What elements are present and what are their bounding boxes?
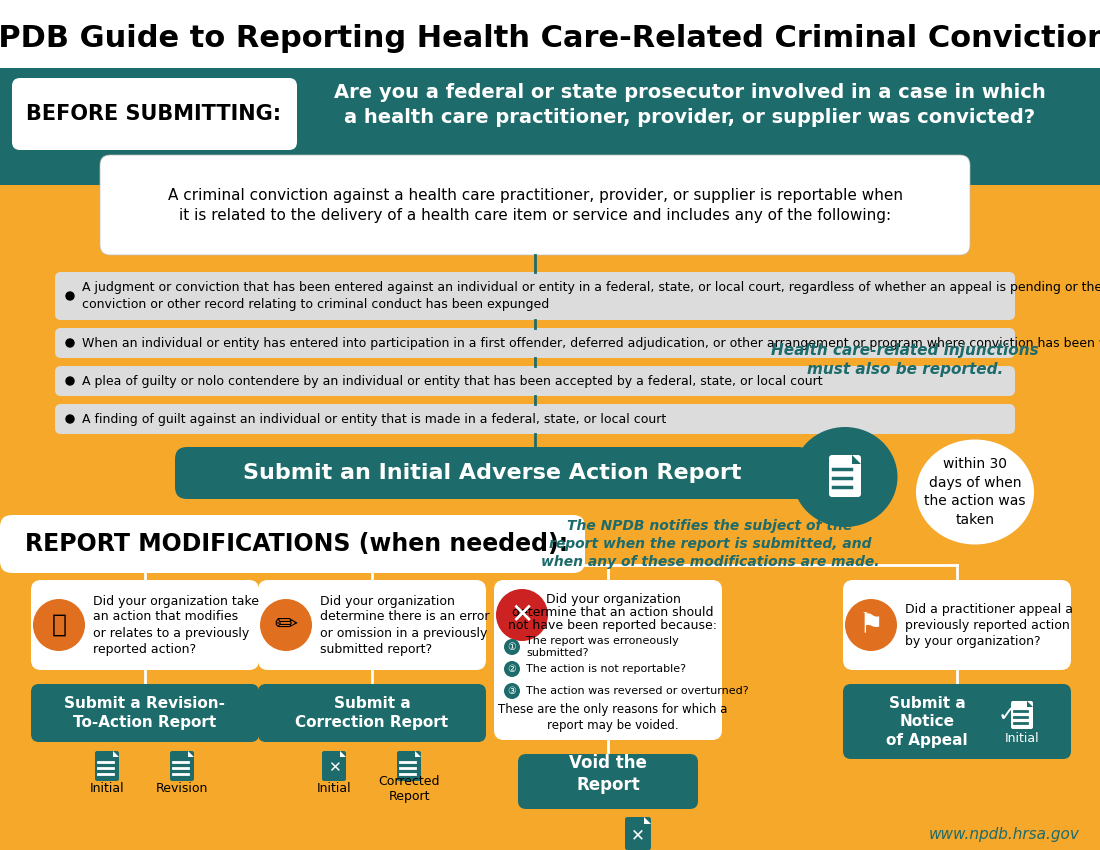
Circle shape bbox=[66, 415, 74, 423]
FancyBboxPatch shape bbox=[170, 751, 194, 781]
FancyBboxPatch shape bbox=[494, 580, 722, 740]
Circle shape bbox=[33, 599, 85, 651]
FancyBboxPatch shape bbox=[175, 447, 810, 499]
FancyBboxPatch shape bbox=[258, 580, 486, 670]
Text: ✕: ✕ bbox=[328, 761, 340, 775]
FancyBboxPatch shape bbox=[0, 0, 1100, 68]
FancyBboxPatch shape bbox=[322, 751, 346, 781]
Circle shape bbox=[504, 683, 520, 699]
Circle shape bbox=[496, 589, 548, 641]
Text: Corrected
Report: Corrected Report bbox=[378, 775, 440, 803]
Polygon shape bbox=[1027, 701, 1033, 707]
Text: determine that an action should: determine that an action should bbox=[513, 607, 714, 620]
Circle shape bbox=[66, 377, 74, 385]
FancyBboxPatch shape bbox=[0, 68, 1100, 185]
FancyBboxPatch shape bbox=[829, 455, 861, 497]
FancyBboxPatch shape bbox=[258, 684, 486, 742]
FancyBboxPatch shape bbox=[625, 817, 651, 850]
Ellipse shape bbox=[916, 439, 1034, 545]
Text: A plea of guilty or nolo contendere by an individual or entity that has been acc: A plea of guilty or nolo contendere by a… bbox=[82, 375, 823, 388]
Text: Submit a Revision-
To-Action Report: Submit a Revision- To-Action Report bbox=[65, 696, 226, 730]
Text: Did your organization take
an action that modifies
or relates to a previously
re: Did your organization take an action tha… bbox=[94, 594, 258, 655]
Circle shape bbox=[260, 599, 312, 651]
Text: ①: ① bbox=[507, 642, 516, 652]
Polygon shape bbox=[188, 751, 194, 757]
Polygon shape bbox=[113, 751, 119, 757]
Text: Are you a federal or state prosecutor involved in a case in which
a health care : Are you a federal or state prosecutor in… bbox=[334, 83, 1046, 127]
Text: Did your organization
determine there is an error
or omission in a previously
su: Did your organization determine there is… bbox=[320, 594, 490, 655]
Text: When an individual or entity has entered into participation in a first offender,: When an individual or entity has entered… bbox=[82, 337, 1100, 349]
Ellipse shape bbox=[792, 427, 898, 527]
Text: Revision: Revision bbox=[156, 783, 208, 796]
Text: A judgment or conviction that has been entered against an individual or entity i: A judgment or conviction that has been e… bbox=[82, 281, 1100, 311]
Polygon shape bbox=[415, 751, 421, 757]
Text: ③: ③ bbox=[507, 686, 516, 696]
FancyBboxPatch shape bbox=[95, 751, 119, 781]
Text: ✏: ✏ bbox=[274, 611, 298, 639]
Text: Did a practitioner appeal a
previously reported action
by your organization?: Did a practitioner appeal a previously r… bbox=[905, 603, 1072, 648]
Text: Submit a
Correction Report: Submit a Correction Report bbox=[296, 696, 449, 730]
FancyBboxPatch shape bbox=[843, 684, 1071, 759]
Text: A criminal conviction against a health care practitioner, provider, or supplier : A criminal conviction against a health c… bbox=[167, 188, 902, 202]
Text: 🔨: 🔨 bbox=[52, 613, 66, 637]
Text: Initial: Initial bbox=[90, 783, 124, 796]
Polygon shape bbox=[852, 455, 861, 464]
Text: www.npdb.hrsa.gov: www.npdb.hrsa.gov bbox=[930, 828, 1080, 842]
FancyBboxPatch shape bbox=[100, 155, 970, 255]
Text: NPDB Guide to Reporting Health Care-Related Criminal Convictions: NPDB Guide to Reporting Health Care-Rela… bbox=[0, 24, 1100, 53]
Circle shape bbox=[66, 292, 74, 300]
Text: within 30
days of when
the action was
taken: within 30 days of when the action was ta… bbox=[924, 457, 1025, 527]
Text: ✕: ✕ bbox=[510, 601, 534, 629]
Text: A finding of guilt against an individual or entity that is made in a federal, st: A finding of guilt against an individual… bbox=[82, 412, 667, 426]
Text: These are the only reasons for which a
report may be voided.: These are the only reasons for which a r… bbox=[498, 704, 728, 733]
FancyBboxPatch shape bbox=[1011, 701, 1033, 729]
Text: Void the
Report: Void the Report bbox=[569, 754, 647, 794]
FancyBboxPatch shape bbox=[518, 754, 698, 809]
Circle shape bbox=[845, 599, 896, 651]
Text: Initial: Initial bbox=[317, 783, 351, 796]
Text: Submit an Initial Adverse Action Report: Submit an Initial Adverse Action Report bbox=[243, 463, 741, 483]
FancyBboxPatch shape bbox=[55, 328, 1015, 358]
FancyBboxPatch shape bbox=[12, 78, 297, 150]
FancyBboxPatch shape bbox=[55, 404, 1015, 434]
FancyBboxPatch shape bbox=[843, 580, 1071, 670]
Text: not have been reported because:: not have been reported because: bbox=[508, 620, 717, 632]
Circle shape bbox=[66, 339, 74, 347]
Polygon shape bbox=[644, 817, 651, 824]
FancyBboxPatch shape bbox=[55, 272, 1015, 320]
FancyBboxPatch shape bbox=[397, 751, 421, 781]
Text: The report was erroneously
submitted?: The report was erroneously submitted? bbox=[526, 636, 679, 658]
Text: The action is not reportable?: The action is not reportable? bbox=[526, 664, 686, 674]
FancyBboxPatch shape bbox=[0, 185, 1100, 850]
Text: ⚑: ⚑ bbox=[859, 611, 883, 639]
Polygon shape bbox=[340, 751, 346, 757]
Text: Did your organization: Did your organization bbox=[546, 593, 681, 607]
Text: Submit a
Notice
of Appeal: Submit a Notice of Appeal bbox=[887, 696, 968, 748]
Text: The NPDB notifies the subject of the
report when the report is submitted, and
wh: The NPDB notifies the subject of the rep… bbox=[541, 518, 879, 570]
Text: The action was reversed or overturned?: The action was reversed or overturned? bbox=[526, 686, 749, 696]
Text: REPORT MODIFICATIONS (when needed):: REPORT MODIFICATIONS (when needed): bbox=[25, 532, 568, 556]
FancyBboxPatch shape bbox=[0, 515, 585, 573]
Text: ②: ② bbox=[507, 664, 516, 674]
Circle shape bbox=[504, 661, 520, 677]
FancyBboxPatch shape bbox=[31, 684, 258, 742]
Text: ✕: ✕ bbox=[631, 826, 645, 844]
Text: Health care-related injunctions
must also be reported.: Health care-related injunctions must als… bbox=[771, 343, 1038, 377]
Text: BEFORE SUBMITTING:: BEFORE SUBMITTING: bbox=[26, 104, 282, 124]
Text: Initial: Initial bbox=[1004, 732, 1040, 745]
FancyBboxPatch shape bbox=[31, 580, 258, 670]
Text: ✓: ✓ bbox=[998, 705, 1016, 725]
FancyBboxPatch shape bbox=[55, 366, 1015, 396]
Circle shape bbox=[504, 639, 520, 655]
Text: it is related to the delivery of a health care item or service and includes any : it is related to the delivery of a healt… bbox=[179, 207, 891, 223]
